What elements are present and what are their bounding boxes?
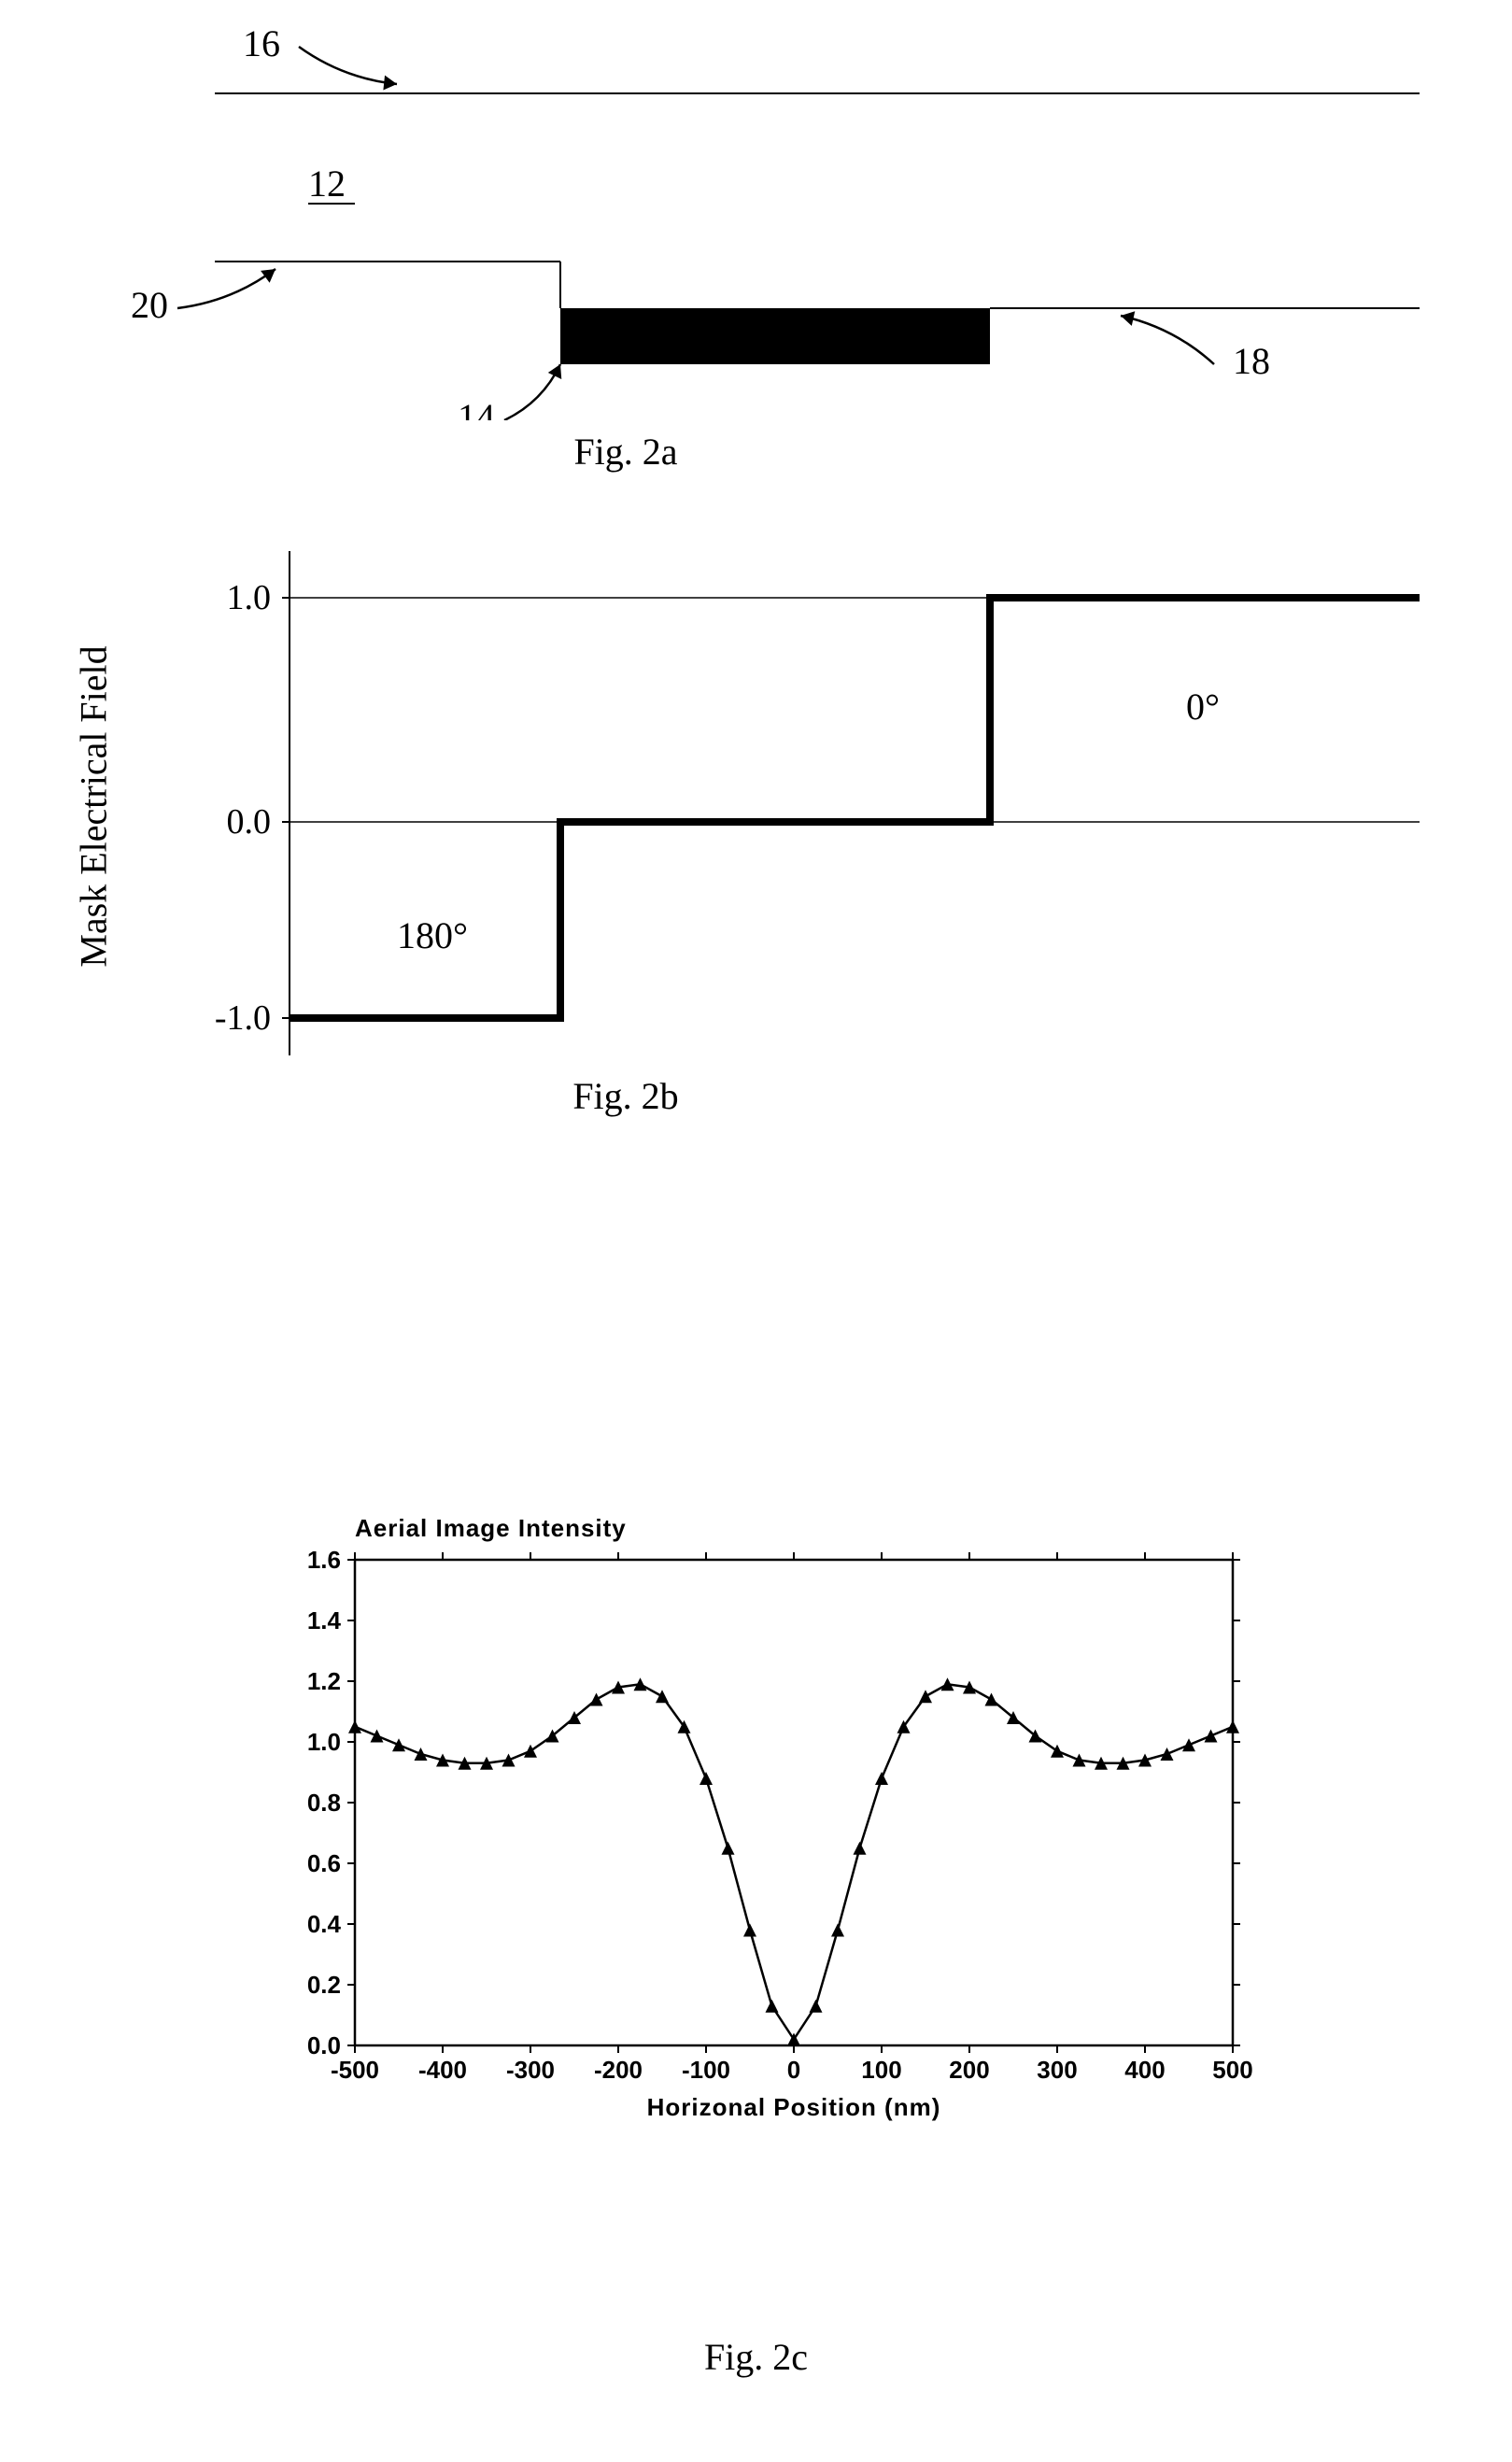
svg-text:1.0: 1.0 [227,578,272,617]
svg-text:0°: 0° [1186,686,1220,728]
svg-text:0.6: 0.6 [307,1849,341,1877]
fig2b-container: Mask Electrical Field 1.00.0-1.0180°0° F… [112,523,1420,1083]
svg-text:-400: -400 [418,2056,467,2084]
fig2a-container: 1216201418 Fig. 2a [112,28,1420,420]
svg-text:Horizonal Position (nm): Horizonal Position (nm) [647,2093,941,2121]
svg-text:-300: -300 [506,2056,555,2084]
svg-text:300: 300 [1037,2056,1077,2084]
svg-text:0.4: 0.4 [307,1910,342,1938]
svg-text:Aerial Image Intensity: Aerial Image Intensity [355,1514,627,1542]
svg-text:1.4: 1.4 [307,1606,342,1634]
svg-text:-200: -200 [594,2056,643,2084]
svg-text:500: 500 [1212,2056,1252,2084]
fig2c-svg: Aerial Image Intensity0.00.20.40.60.81.0… [243,1494,1270,2195]
svg-text:12: 12 [308,163,346,205]
svg-text:400: 400 [1124,2056,1165,2084]
svg-text:0: 0 [787,2056,800,2084]
svg-text:200: 200 [949,2056,989,2084]
fig2b-svg: 1.0 0.0 -1.0 180° 0° [112,523,1420,1083]
svg-text:0.0: 0.0 [227,802,272,842]
fig2a-caption: Fig. 2a [112,430,1139,474]
svg-text:-500: -500 [331,2056,379,2084]
svg-text:20: 20 [131,284,168,326]
svg-text:180°: 180° [397,914,468,956]
svg-text:18: 18 [1233,340,1270,382]
fig2b-caption: Fig. 2b [112,1074,1139,1118]
svg-text:16: 16 [243,28,280,64]
fig2c-caption: Fig. 2c [0,2335,1512,2379]
svg-text:100: 100 [861,2056,901,2084]
svg-text:-1.0: -1.0 [215,998,271,1038]
svg-text:14: 14 [458,396,495,420]
svg-text:0.2: 0.2 [307,1971,341,1999]
svg-text:-100: -100 [682,2056,730,2084]
fig2c-container: Aerial Image Intensity0.00.20.40.60.81.0… [243,1494,1270,2195]
svg-text:0.8: 0.8 [307,1789,341,1817]
fig2b-y-axis-label: Mask Electrical Field [72,620,116,994]
fig2a-svg: 12 16 20 14 18 [112,28,1420,420]
svg-text:1.6: 1.6 [307,1546,341,1574]
page: 12 16 20 14 18 Fig. 2a Mask Electrical Field… [0,0,1512,2462]
svg-text:1.0: 1.0 [307,1728,341,1756]
svg-text:1.2: 1.2 [307,1667,341,1695]
